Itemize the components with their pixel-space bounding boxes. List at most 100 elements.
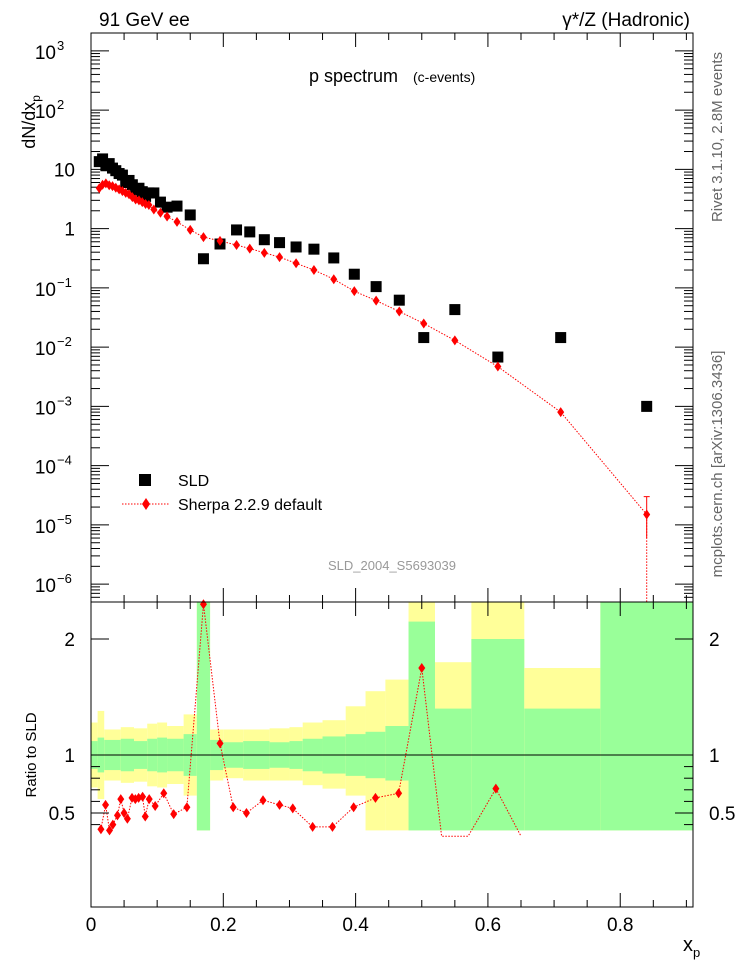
ratio-point xyxy=(229,802,237,813)
y-axis-label-main: dN/dx xyxy=(19,102,39,149)
sld-point xyxy=(370,281,382,293)
ratio-point xyxy=(259,795,267,806)
x-tick-label: 0.8 xyxy=(607,915,633,936)
mc-point xyxy=(246,243,254,254)
mc-point xyxy=(199,232,207,243)
ratio-y-tick-label-left: 2 xyxy=(64,630,75,651)
ratio-point xyxy=(492,783,500,794)
sld-point xyxy=(418,332,430,344)
ratio-point xyxy=(309,821,317,832)
ratio-point xyxy=(216,738,224,749)
green-band xyxy=(471,639,525,831)
x-axis-label-main: x xyxy=(683,934,693,956)
ratio-plot-ticks xyxy=(90,602,693,907)
legend-marker-sld xyxy=(139,474,151,486)
x-tick-label: 0.2 xyxy=(210,915,236,936)
mc-point xyxy=(145,200,153,211)
y-tick-label: 10 xyxy=(54,160,75,181)
ratio-y-tick-label-right: 0.5 xyxy=(709,804,735,825)
ratio-y-axis-label: Ratio to SLD xyxy=(23,712,40,797)
y-tick-label: 10 xyxy=(35,43,56,64)
mc-point xyxy=(330,274,338,285)
header-left: 91 GeV ee xyxy=(99,10,190,31)
ratio-y-tick-label-left: 1 xyxy=(64,746,75,767)
sld-point xyxy=(116,169,128,181)
ratio-point xyxy=(117,794,125,805)
ratio-point xyxy=(418,663,426,673)
green-band xyxy=(600,602,693,831)
ratio-point xyxy=(395,788,403,799)
y-tick-label-base: 10 xyxy=(35,458,56,479)
ratio-plot-tick-labels: 0.5 0.5 1 1 2 2 0 0.2 0.4 0.6 0.8 xyxy=(49,630,736,936)
y-tick-label: 10 xyxy=(35,576,56,597)
ratio-point xyxy=(102,799,110,810)
sld-point xyxy=(231,224,243,236)
ratio-point xyxy=(151,801,159,812)
mc-point xyxy=(163,211,171,222)
analysis-watermark: SLD_2004_S5693039 xyxy=(328,558,456,573)
mc-point xyxy=(276,252,284,263)
mc-point xyxy=(233,239,241,250)
sld-point xyxy=(555,332,567,344)
sld-points xyxy=(93,153,653,412)
sld-point xyxy=(348,268,360,280)
mc-point xyxy=(350,286,358,297)
green-band xyxy=(408,621,435,831)
y-tick-label: 10 xyxy=(35,517,56,538)
ratio-y-tick-label-left: 0.5 xyxy=(49,804,75,825)
sld-point xyxy=(197,253,209,265)
ratio-point xyxy=(109,819,117,830)
ratio-point xyxy=(120,808,128,818)
y-tick-label-exp: −6 xyxy=(57,571,72,586)
ratio-point xyxy=(106,825,114,836)
y-axis-label-sub: p xyxy=(29,95,43,102)
sld-point xyxy=(290,241,302,253)
y-tick-label: 10 xyxy=(35,458,56,479)
sld-point xyxy=(258,234,270,246)
y-tick-label: 1 xyxy=(64,220,75,241)
sld-point xyxy=(184,209,196,221)
ratio-point xyxy=(183,802,191,813)
y-axis-label: dN/dxp xyxy=(19,95,43,149)
mc-point xyxy=(150,204,158,215)
ratio-y-tick-label-right: 2 xyxy=(709,630,720,651)
mc-point xyxy=(451,335,459,346)
sld-point xyxy=(244,226,256,238)
y-tick-label-base: 10 xyxy=(35,102,56,123)
mc-point xyxy=(643,509,651,520)
sld-point xyxy=(492,351,504,363)
uncertainty-bands xyxy=(91,602,693,831)
x-axis-label-sub: p xyxy=(693,945,700,960)
sld-point xyxy=(328,252,340,264)
side-label-mcplots: mcplots.cern.ch [arXiv:1306.3436] xyxy=(709,351,726,578)
mc-point xyxy=(494,361,502,372)
mc-point xyxy=(186,224,194,235)
legend-label-sld: SLD xyxy=(178,473,209,490)
sld-point xyxy=(393,294,405,306)
legend-marker-sherpa xyxy=(142,498,150,510)
mc-point xyxy=(292,258,300,269)
x-tick-label: 0.6 xyxy=(475,915,501,936)
mc-point xyxy=(310,265,318,276)
mc-point xyxy=(173,216,181,227)
ratio-point xyxy=(328,821,336,832)
sld-point xyxy=(161,201,173,213)
main-plot-frame xyxy=(90,32,694,603)
y-tick-label-exp: −4 xyxy=(57,453,72,468)
ratio-point xyxy=(145,794,153,805)
ratio-point xyxy=(160,788,168,799)
sld-point xyxy=(449,304,461,316)
x-tick-label: 0.4 xyxy=(342,915,369,936)
ratio-point xyxy=(242,808,250,818)
ratio-point xyxy=(123,813,131,824)
y-tick-label-exp: −5 xyxy=(57,512,72,527)
y-tick-label-exp: −2 xyxy=(57,334,72,349)
y-tick-label-exp: −1 xyxy=(57,275,72,290)
sld-point xyxy=(148,187,160,199)
mc-point xyxy=(395,306,403,317)
y-tick-label-exp: −3 xyxy=(57,393,72,408)
mc-point xyxy=(122,187,130,198)
